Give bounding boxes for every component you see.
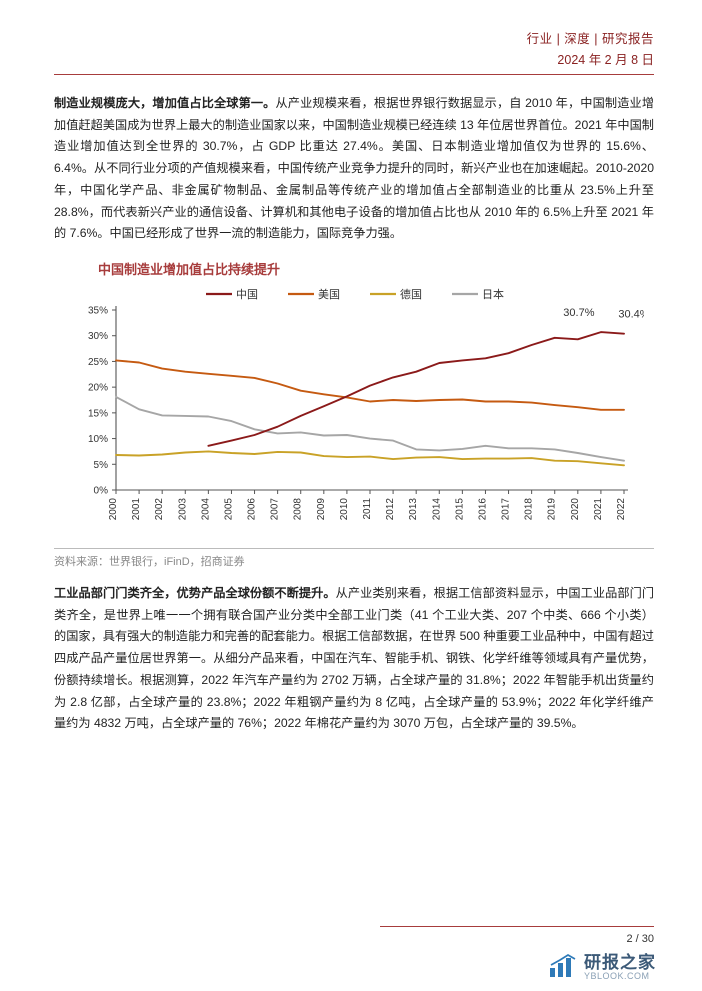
svg-text:日本: 日本 (482, 287, 504, 301)
svg-text:0%: 0% (94, 486, 109, 497)
svg-text:35%: 35% (88, 306, 108, 317)
svg-text:20%: 20% (88, 383, 108, 394)
paragraph-1-lead: 制造业规模庞大，增加值占比全球第一。 (54, 96, 275, 110)
svg-text:2002: 2002 (154, 498, 165, 521)
svg-text:德国: 德国 (400, 287, 422, 301)
doc-date: 2024 年 2 月 8 日 (54, 49, 654, 68)
paragraph-1-body: 从产业规模来看，根据世界银行数据显示，自 2010 年，中国制造业增加值赶超美国… (54, 96, 654, 240)
svg-text:中国: 中国 (236, 288, 258, 301)
svg-text:2010: 2010 (339, 498, 350, 521)
svg-text:2009: 2009 (316, 498, 327, 521)
bar-chart-icon (548, 954, 578, 980)
svg-text:2022: 2022 (616, 498, 627, 521)
svg-text:10%: 10% (88, 434, 108, 445)
svg-text:2000: 2000 (108, 498, 119, 521)
svg-text:2007: 2007 (270, 498, 281, 521)
svg-text:25%: 25% (88, 357, 108, 368)
watermark-main: 研报之家 (584, 954, 656, 972)
svg-text:2003: 2003 (177, 498, 188, 521)
paragraph-2: 工业品部门门类齐全，优势产品全球份额不断提升。从产业类别来看，根据工信部资料显示… (54, 583, 654, 735)
watermark: 研报之家 YBLOOK.COM (548, 954, 656, 981)
svg-text:2001: 2001 (131, 498, 142, 521)
svg-text:2011: 2011 (362, 498, 373, 520)
svg-text:30%: 30% (88, 331, 108, 342)
doc-header: 行业 | 深度 | 研究报告 2024 年 2 月 8 日 (54, 28, 654, 68)
svg-text:2017: 2017 (501, 498, 512, 521)
paragraph-2-body: 从产业类别来看，根据工信部资料显示，中国工业品部门门类齐全，是世界上唯一一个拥有… (54, 586, 654, 730)
svg-text:15%: 15% (88, 408, 108, 419)
svg-text:2005: 2005 (223, 498, 234, 521)
chart-source: 资料来源：世界银行，iFinD，招商证券 (54, 553, 654, 569)
svg-text:2008: 2008 (293, 498, 304, 521)
watermark-sub: YBLOOK.COM (584, 972, 656, 981)
chart-title: 中国制造业增加值占比持续提升 (98, 259, 654, 278)
watermark-text: 研报之家 YBLOOK.COM (584, 954, 656, 981)
svg-text:2013: 2013 (408, 498, 419, 521)
header-rule (54, 74, 654, 75)
doc-category: 行业 | 深度 | 研究报告 (54, 28, 654, 47)
svg-text:2012: 2012 (385, 498, 396, 521)
svg-text:2018: 2018 (524, 498, 535, 521)
svg-text:2004: 2004 (200, 498, 211, 521)
paragraph-2-lead: 工业品部门门类齐全，优势产品全球份额不断提升。 (54, 586, 336, 600)
footer-rule (380, 926, 654, 927)
paragraph-1: 制造业规模庞大，增加值占比全球第一。从产业规模来看，根据世界银行数据显示，自 2… (54, 93, 654, 245)
svg-text:2015: 2015 (454, 498, 465, 521)
source-rule (54, 548, 654, 549)
svg-text:2014: 2014 (431, 498, 442, 521)
svg-text:30.4%: 30.4% (618, 309, 644, 321)
svg-text:2020: 2020 (570, 498, 581, 521)
svg-text:30.7%: 30.7% (563, 307, 594, 319)
svg-text:2021: 2021 (593, 498, 604, 521)
svg-text:美国: 美国 (318, 288, 340, 301)
svg-text:2019: 2019 (547, 498, 558, 521)
line-chart: 0% 5% 10% 15% 20% 25% 30% 35% 2000 2001 2002 2003 20… (64, 282, 644, 542)
svg-text:5%: 5% (94, 460, 109, 471)
svg-text:2006: 2006 (247, 498, 258, 521)
page-number: 2 / 30 (626, 933, 654, 945)
svg-text:2016: 2016 (477, 498, 488, 521)
